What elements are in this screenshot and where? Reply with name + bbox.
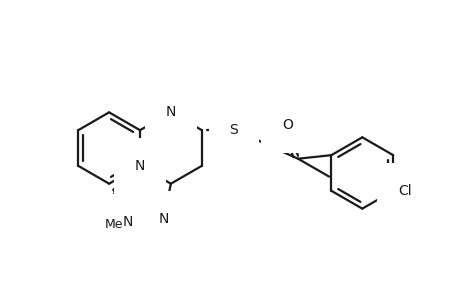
Text: Me: Me bbox=[104, 218, 123, 231]
Text: O: O bbox=[281, 118, 292, 132]
Text: S: S bbox=[229, 123, 238, 137]
Text: N: N bbox=[123, 215, 133, 229]
Text: Cl: Cl bbox=[397, 184, 411, 198]
Text: N: N bbox=[165, 105, 176, 119]
Text: N: N bbox=[134, 159, 145, 173]
Text: N: N bbox=[158, 212, 168, 226]
